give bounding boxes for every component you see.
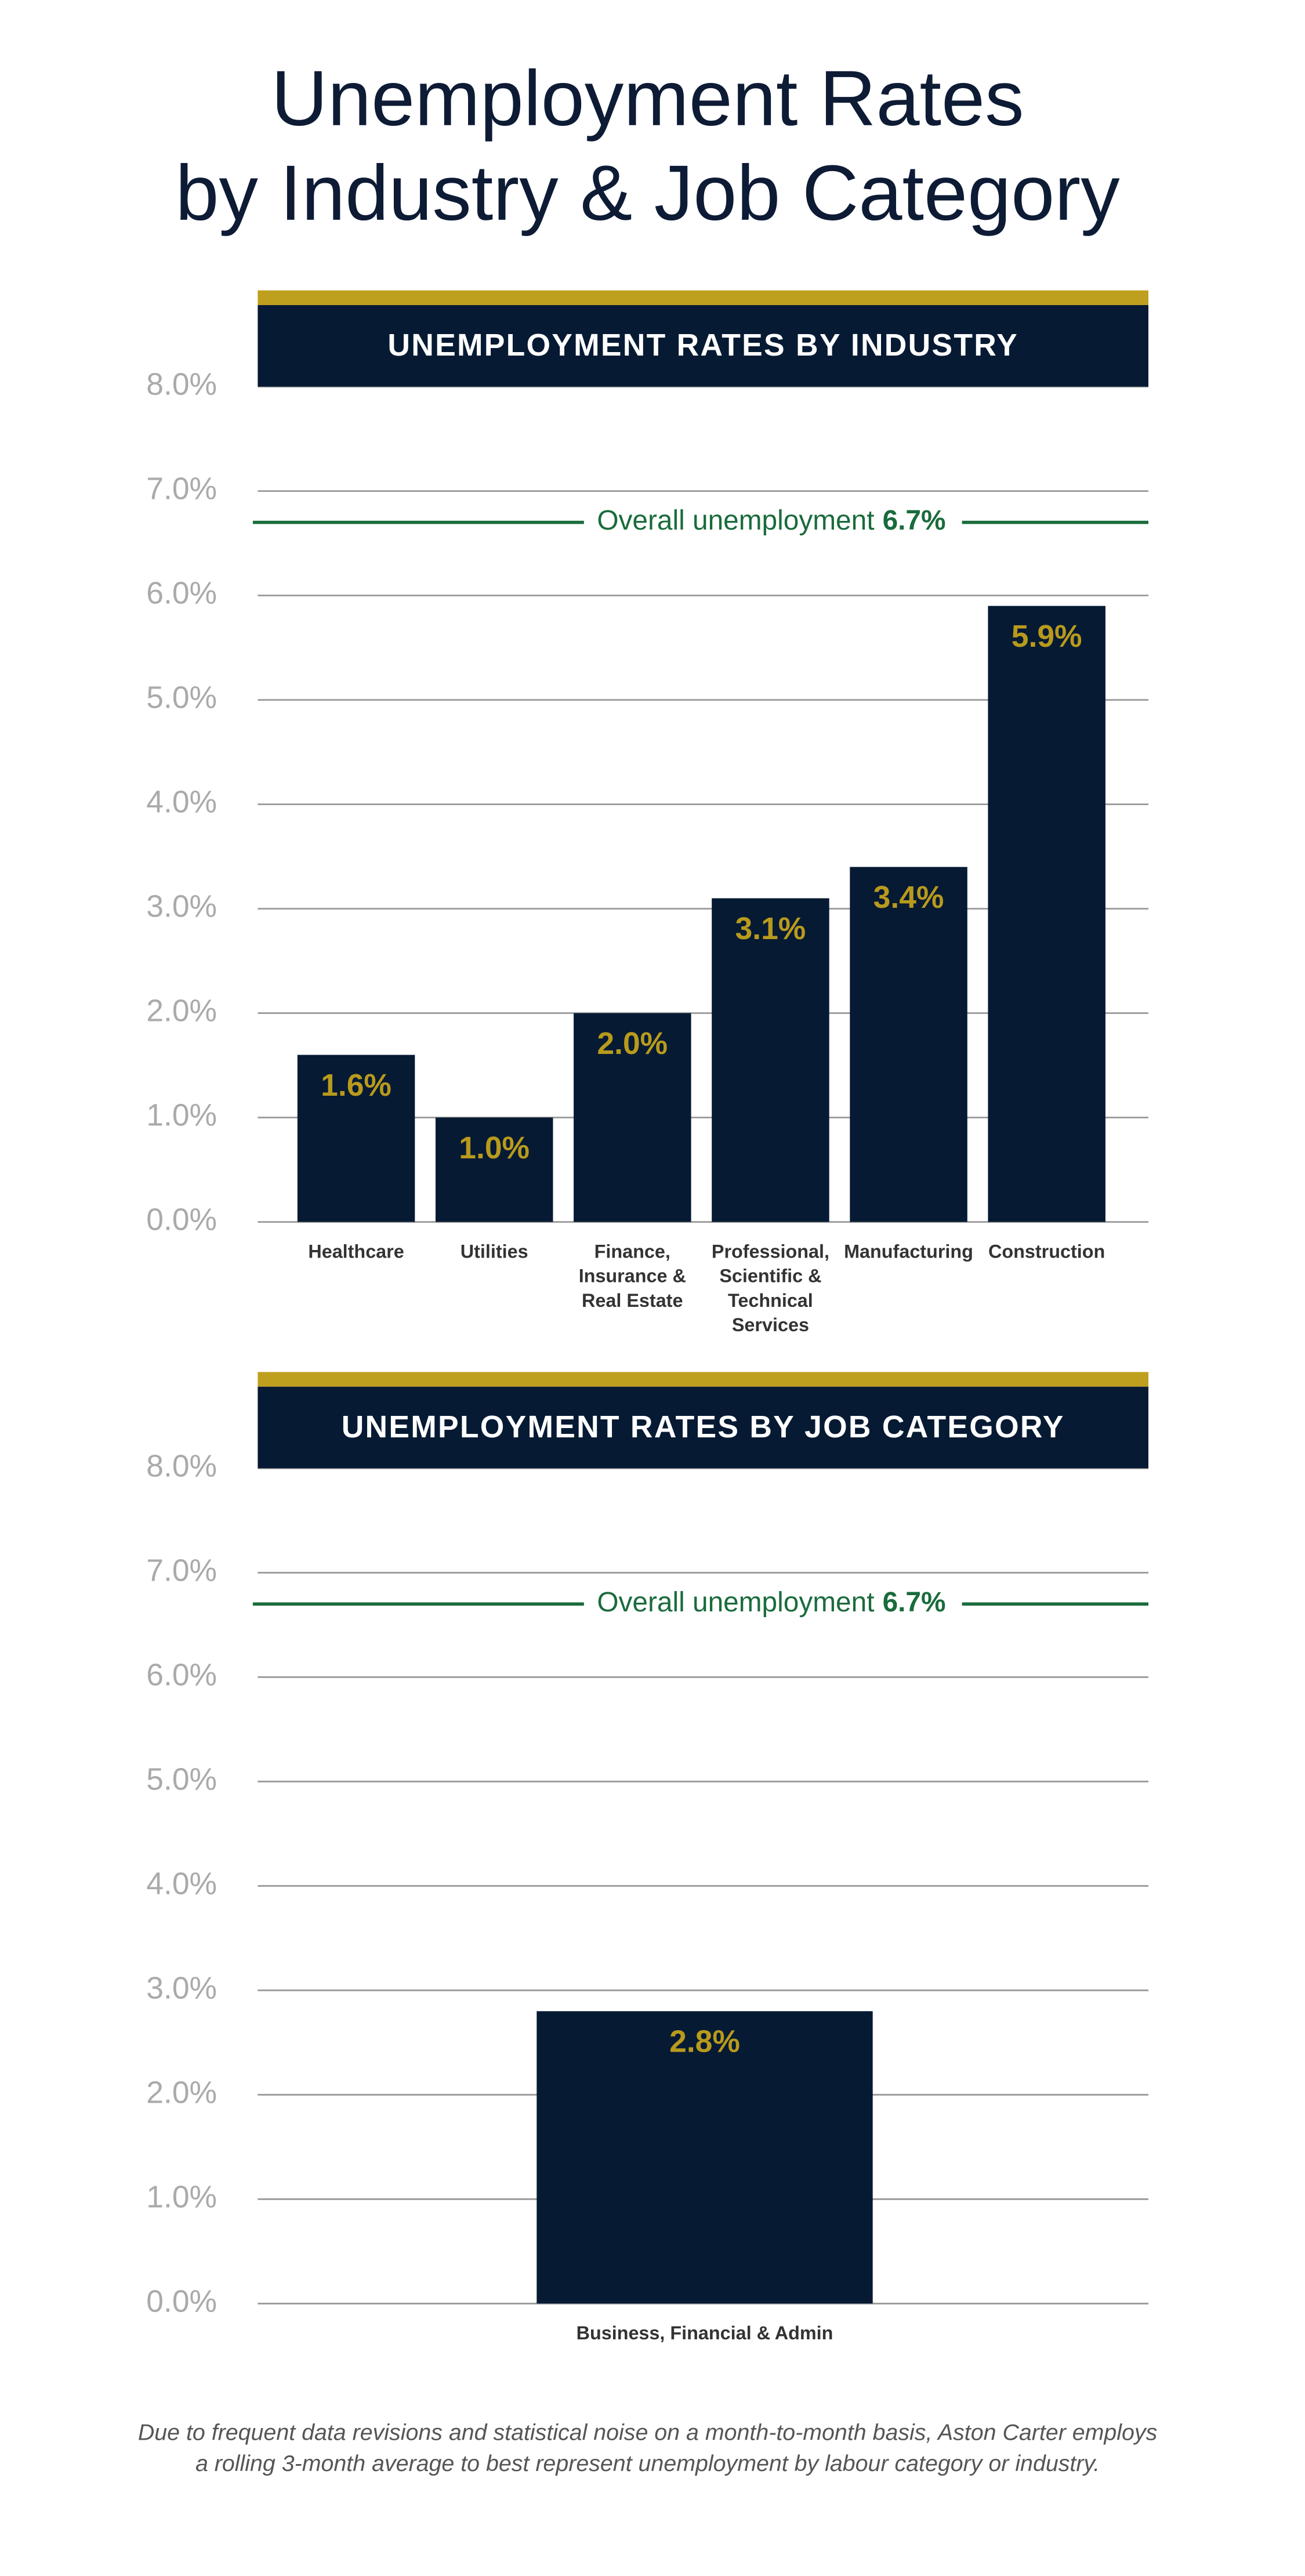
y-tick-label: 1.0% [146, 2180, 217, 2214]
x-tick-label-box: Healthcare [308, 1243, 404, 1263]
value-label: 1.6% [321, 1068, 392, 1103]
value-label: 3.4% [873, 881, 944, 915]
main-title: Unemployment Rates [271, 55, 1024, 142]
bar [297, 1055, 415, 1222]
x-tick-label-box: Utilities [460, 1243, 528, 1263]
value-label: 2.0% [597, 1027, 668, 1061]
y-tick-label: 3.0% [146, 1971, 217, 2005]
y-tick-label: 8.0% [146, 368, 217, 402]
bar [435, 1117, 553, 1222]
y-tick-label: 1.0% [146, 1099, 217, 1133]
footnote: a rolling 3-month average to best repres… [195, 2451, 1100, 2476]
y-tick-label: 6.0% [146, 1658, 217, 1692]
x-tick-label: Finance, Insurance & Real Estate [578, 1243, 686, 1312]
y-tick-label: 3.0% [146, 890, 217, 924]
x-tick-label: Healthcare [308, 1243, 404, 1263]
y-tick-label: 7.0% [146, 1553, 217, 1588]
bar [712, 898, 829, 1222]
x-tick-label: Professional, Scientific & Technical Ser… [711, 1243, 829, 1336]
y-tick-label: 0.0% [146, 1203, 217, 1237]
y-tick-label: 7.0% [146, 472, 217, 506]
bar [574, 1013, 691, 1222]
header-box [258, 1386, 1148, 1469]
bar [988, 606, 1105, 1222]
y-tick-label: 8.0% [146, 1449, 217, 1483]
y-tick-label: 4.0% [146, 1867, 217, 1901]
x-tick-label: Construction [988, 1243, 1105, 1263]
y-tick-label: 6.0% [146, 577, 217, 611]
x-tick-label-box: Manufacturing [844, 1243, 973, 1263]
chart-title: UNEMPLOYMENT RATES BY JOB CATEGORY [342, 1410, 1065, 1444]
header-accent [258, 290, 1148, 305]
x-tick-label: Utilities [460, 1243, 528, 1263]
value-label: 1.0% [459, 1131, 530, 1165]
main-title: by Industry & Job Category [175, 149, 1120, 237]
x-tick-label-box: Finance, Insurance & Real Estate [578, 1243, 686, 1312]
bar [536, 2011, 873, 2304]
x-tick-label: Manufacturing [844, 1243, 973, 1263]
header-box [258, 305, 1148, 387]
footnote: Due to frequent data revisions and stati… [138, 2420, 1158, 2445]
reference-label: Overall unemployment [597, 1587, 874, 1618]
header-accent [258, 1372, 1148, 1387]
x-tick-label-box: Business, Financial & Admin [576, 2324, 833, 2345]
reference-value: 6.7% [883, 505, 946, 536]
value-label: 3.1% [735, 912, 806, 946]
x-tick-label-box: Construction [988, 1243, 1105, 1263]
y-tick-label: 2.0% [146, 2075, 217, 2110]
y-tick-label: 5.0% [146, 681, 217, 715]
y-tick-label: 2.0% [146, 994, 217, 1028]
chart-title: UNEMPLOYMENT RATES BY INDUSTRY [387, 328, 1018, 363]
x-tick-label-box: Professional, Scientific & Technical Ser… [711, 1243, 829, 1336]
reference-label: Overall unemployment [597, 505, 874, 536]
y-tick-label: 4.0% [146, 785, 217, 820]
y-tick-label: 5.0% [146, 1762, 217, 1796]
reference-value: 6.7% [883, 1587, 946, 1618]
x-tick-label: Business, Financial & Admin [576, 2324, 833, 2345]
bar [850, 867, 967, 1222]
value-label: 5.9% [1012, 619, 1082, 654]
value-label: 2.8% [669, 2025, 740, 2059]
y-tick-label: 0.0% [146, 2284, 217, 2318]
